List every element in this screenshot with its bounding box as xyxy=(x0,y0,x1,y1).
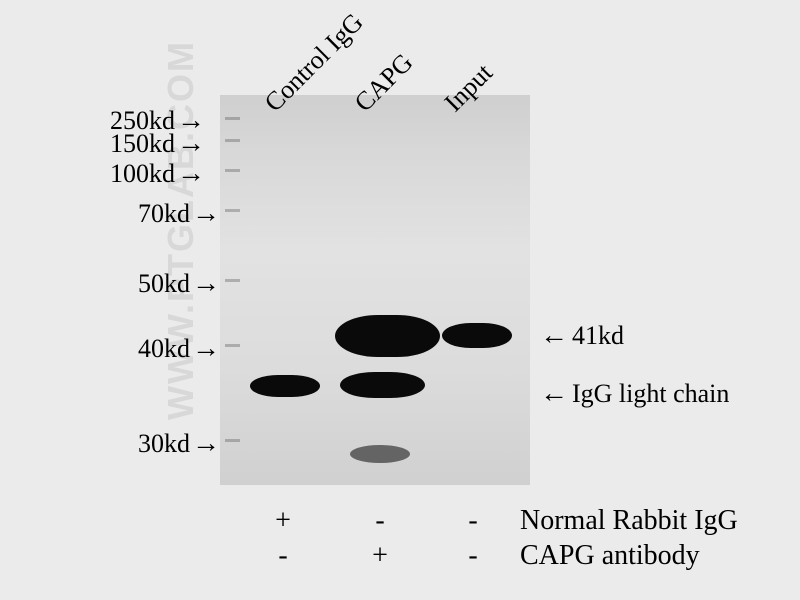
figure-container: WWW.PTGLAB.COM Control IgG CAPG Input 25… xyxy=(0,0,800,600)
arrow-right-icon: → xyxy=(192,268,220,300)
arrow-right-icon: → xyxy=(192,333,220,365)
arrow-right-icon: → xyxy=(177,128,205,160)
ladder-tick xyxy=(225,139,240,142)
band-control-light-chain xyxy=(250,375,320,397)
arrow-right-icon: → xyxy=(192,428,220,460)
band-input-main xyxy=(442,323,512,348)
ladder-tick xyxy=(225,209,240,212)
band-capg-light-chain xyxy=(340,372,425,398)
mw-marker: 50kd→ xyxy=(80,268,220,300)
ladder-tick xyxy=(225,344,240,347)
mw-marker: 40kd→ xyxy=(80,333,220,365)
condition-symbol: - xyxy=(365,505,395,537)
ladder-tick xyxy=(225,439,240,442)
arrow-left-icon: ← xyxy=(540,320,568,352)
arrow-left-icon: ← xyxy=(540,378,568,410)
condition-symbol: + xyxy=(268,505,298,537)
mw-marker: 30kd→ xyxy=(80,428,220,460)
band-smudge-bottom xyxy=(350,445,410,463)
condition-symbol: - xyxy=(268,540,298,572)
band-label-igg-light-chain: ←IgG light chain xyxy=(540,378,729,410)
ladder-tick xyxy=(225,117,240,120)
band-capg-main xyxy=(335,315,440,357)
mw-marker: 70kd→ xyxy=(80,198,220,230)
mw-marker: 100kd→ xyxy=(65,158,205,190)
condition-symbol: - xyxy=(458,540,488,572)
condition-label-capg-antibody: CAPG antibody xyxy=(520,540,700,572)
ladder-tick xyxy=(225,169,240,172)
arrow-right-icon: → xyxy=(192,198,220,230)
condition-symbol: + xyxy=(365,540,395,572)
ladder-tick xyxy=(225,279,240,282)
condition-label-normal-rabbit-igg: Normal Rabbit IgG xyxy=(520,505,738,537)
band-label-41kd: ←41kd xyxy=(540,320,624,352)
mw-marker: 150kd→ xyxy=(65,128,205,160)
condition-symbol: - xyxy=(458,505,488,537)
arrow-right-icon: → xyxy=(177,158,205,190)
western-blot-image xyxy=(220,95,530,485)
